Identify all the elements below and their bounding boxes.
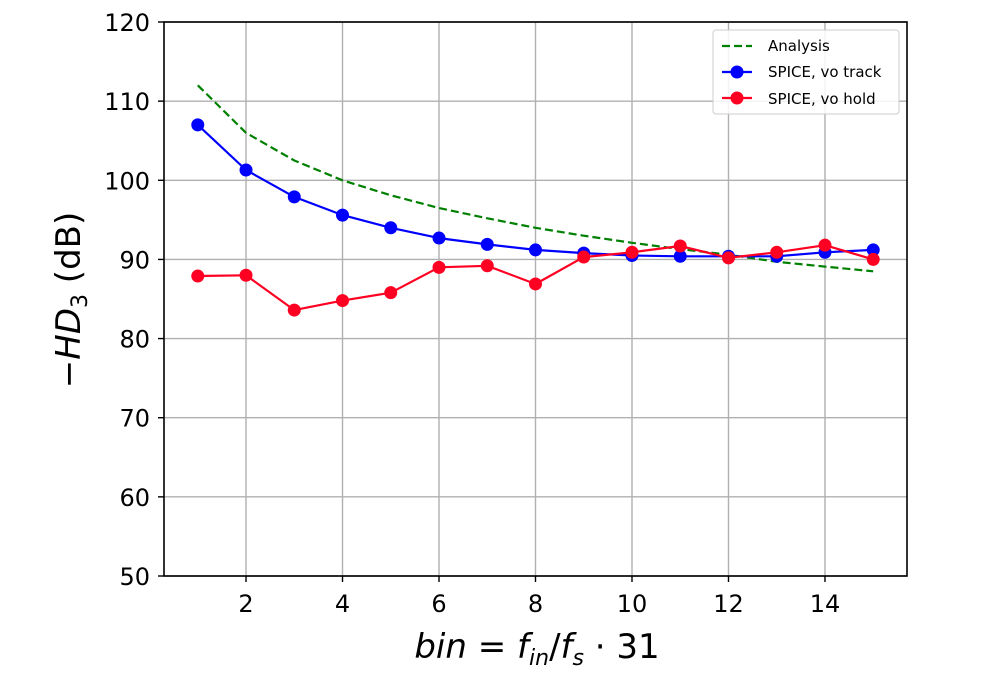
y-axis-title: −HD3 (dB) xyxy=(49,212,93,389)
data-point-spice-vo-track xyxy=(191,118,205,132)
legend-label-vo-track: SPICE, vo track xyxy=(768,63,882,81)
data-point-spice-vo-hold xyxy=(818,238,832,252)
x-tick-label: 10 xyxy=(617,590,648,618)
data-point-spice-vo-track xyxy=(432,231,446,245)
x-axis-title-var: bin xyxy=(414,627,467,667)
data-point-spice-vo-hold xyxy=(384,286,398,300)
data-point-spice-vo-hold xyxy=(529,277,542,291)
data-point-spice-vo-track xyxy=(866,243,880,257)
legend-label-vo-hold: SPICE, vo hold xyxy=(768,90,876,108)
series-spice-vo-hold xyxy=(191,238,880,317)
data-point-spice-vo-track xyxy=(384,221,398,235)
x-axis-title-sub-s: s xyxy=(573,646,584,671)
data-point-spice-vo-hold xyxy=(336,294,350,308)
data-point-spice-vo-track xyxy=(673,249,687,263)
x-axis-title: bin = fin/fs · 31 xyxy=(414,627,659,671)
series-analysis xyxy=(197,84,874,273)
legend-entries: Analysis SPICE, vo track SPICE, vo hold xyxy=(722,37,882,108)
x-tick-label: 8 xyxy=(528,590,543,618)
data-point-spice-vo-hold xyxy=(866,252,880,266)
legend-marker-vo-track xyxy=(730,65,744,79)
y-axis-title-var: HD xyxy=(49,308,89,360)
y-tick-label: 50 xyxy=(119,563,150,591)
y-tick-label: 120 xyxy=(104,9,150,37)
data-point-spice-vo-hold xyxy=(673,239,687,253)
legend-label-analysis: Analysis xyxy=(768,37,830,55)
x-axis-ticks: 2 4 6 8 10 12 14 xyxy=(238,576,840,618)
x-axis-title-slash: / xyxy=(549,627,561,667)
data-point-spice-vo-hold xyxy=(191,269,205,283)
x-tick-label: 4 xyxy=(335,590,350,618)
y-tick-label: 60 xyxy=(119,484,150,512)
x-axis-title-sub-in: in xyxy=(529,646,549,671)
y-tick-label: 70 xyxy=(119,405,150,433)
data-point-spice-vo-hold xyxy=(239,268,253,282)
data-point-spice-vo-hold xyxy=(432,260,446,274)
y-tick-label: 110 xyxy=(104,88,150,116)
legend-box xyxy=(712,29,900,115)
y-tick-label: 100 xyxy=(104,167,150,195)
x-tick-label: 12 xyxy=(713,590,744,618)
x-tick-label: 6 xyxy=(431,590,446,618)
plot-series xyxy=(191,84,880,317)
data-point-spice-vo-track xyxy=(336,208,350,222)
data-point-spice-vo-hold xyxy=(625,245,639,259)
x-axis-title-eq: = xyxy=(467,627,517,667)
data-point-spice-vo-track xyxy=(529,243,542,257)
data-point-spice-vo-hold xyxy=(480,259,494,273)
legend-marker-vo-hold xyxy=(730,91,744,105)
data-point-spice-vo-track xyxy=(239,163,253,177)
data-point-spice-vo-hold xyxy=(721,251,735,265)
x-tick-label: 2 xyxy=(238,590,253,618)
x-tick-label: 14 xyxy=(810,590,841,618)
x-axis-title-tail: · 31 xyxy=(584,627,660,667)
y-tick-label: 80 xyxy=(119,326,150,354)
data-point-spice-vo-hold xyxy=(577,250,591,264)
legend: Analysis SPICE, vo track SPICE, vo hold xyxy=(712,29,900,115)
y-tick-label: 90 xyxy=(119,246,150,274)
series-line-analysis xyxy=(197,84,874,273)
y-axis-ticks: 50 60 70 80 90 100 110 120 xyxy=(104,9,164,591)
y-axis-title-sub: 3 xyxy=(68,294,93,308)
data-point-spice-vo-hold xyxy=(287,303,301,317)
data-point-spice-vo-track xyxy=(480,237,494,251)
y-axis-title-minus: − xyxy=(49,360,89,389)
data-point-spice-vo-track xyxy=(287,190,301,204)
data-point-spice-vo-hold xyxy=(770,245,784,259)
y-axis-title-unit: (dB) xyxy=(49,212,89,294)
